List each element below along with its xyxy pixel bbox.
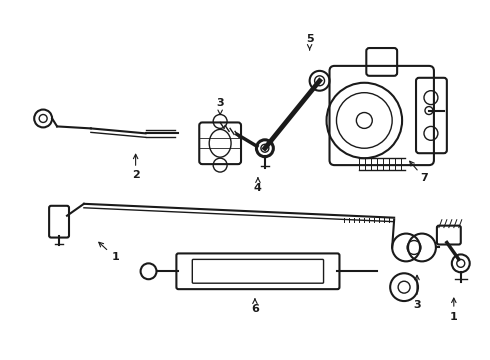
Text: 5: 5: [306, 34, 314, 44]
Text: 2: 2: [132, 170, 140, 180]
Text: 3: 3: [216, 98, 224, 108]
Text: 7: 7: [420, 173, 428, 183]
Text: 1: 1: [112, 252, 120, 262]
Text: 6: 6: [251, 304, 259, 314]
Text: 1: 1: [450, 312, 458, 322]
Text: 4: 4: [254, 183, 262, 193]
Text: 3: 3: [413, 300, 421, 310]
